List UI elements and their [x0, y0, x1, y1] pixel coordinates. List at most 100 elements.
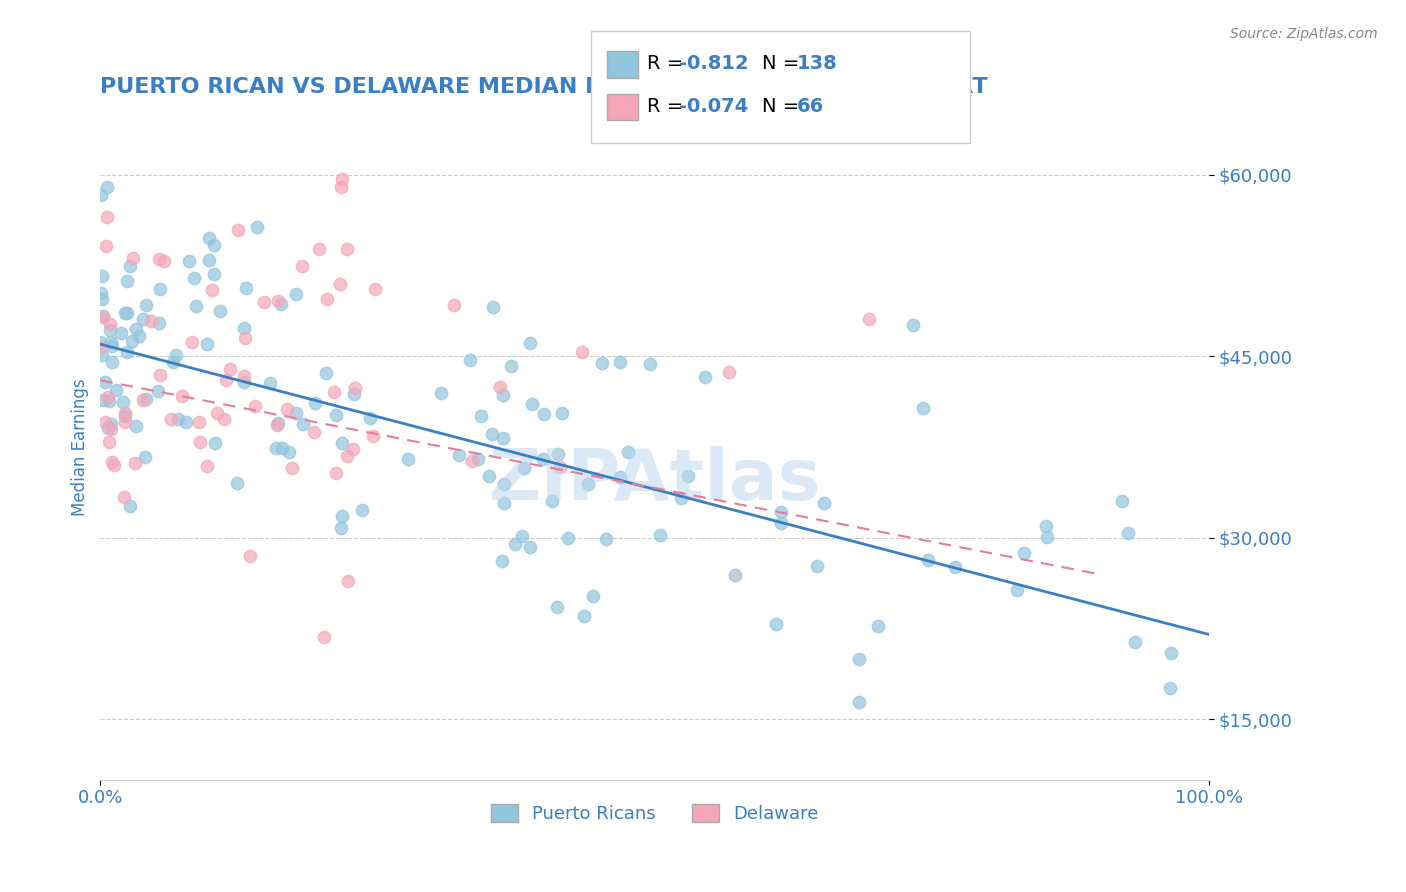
- Point: [492, 476, 515, 491]
- Point: [478, 468, 501, 483]
- Point: [205, 406, 228, 420]
- Point: [330, 171, 353, 186]
- Point: [582, 589, 605, 603]
- Point: [548, 460, 571, 475]
- Point: [120, 259, 142, 273]
- Point: [100, 422, 122, 436]
- Point: [97, 420, 120, 434]
- Point: [551, 406, 574, 420]
- Point: [501, 359, 523, 373]
- Point: [97, 390, 120, 404]
- Point: [135, 298, 157, 312]
- Point: [160, 412, 183, 426]
- Point: [343, 387, 366, 401]
- Point: [595, 533, 617, 547]
- Point: [917, 553, 939, 567]
- Point: [208, 303, 231, 318]
- Point: [281, 461, 304, 475]
- Point: [277, 445, 299, 459]
- Point: [285, 406, 308, 420]
- Point: [291, 259, 314, 273]
- Point: [520, 397, 543, 411]
- Point: [91, 293, 114, 307]
- Point: [312, 630, 335, 644]
- Point: [336, 449, 359, 463]
- Point: [188, 415, 211, 429]
- Point: [176, 415, 198, 429]
- Point: [101, 339, 124, 353]
- Point: [115, 306, 138, 320]
- Point: [330, 179, 353, 194]
- Point: [148, 316, 170, 330]
- Text: -0.074: -0.074: [679, 96, 748, 116]
- Point: [943, 559, 966, 574]
- Point: [235, 281, 257, 295]
- Point: [492, 388, 515, 402]
- Point: [117, 274, 139, 288]
- Point: [180, 335, 202, 350]
- Point: [765, 616, 787, 631]
- Point: [330, 509, 353, 524]
- Point: [308, 242, 330, 256]
- Point: [96, 179, 118, 194]
- Point: [270, 442, 292, 456]
- Text: N =: N =: [762, 96, 806, 116]
- Legend: Puerto Ricans, Delaware: Puerto Ricans, Delaware: [484, 797, 825, 830]
- Point: [114, 409, 136, 423]
- Point: [195, 337, 218, 351]
- Point: [330, 436, 353, 450]
- Point: [90, 340, 112, 354]
- Point: [467, 451, 489, 466]
- Point: [114, 415, 136, 429]
- Point: [98, 434, 121, 449]
- Point: [110, 326, 132, 340]
- Point: [131, 392, 153, 407]
- Point: [98, 393, 121, 408]
- Point: [491, 554, 513, 568]
- Point: [336, 242, 359, 256]
- Point: [513, 461, 536, 475]
- Point: [609, 470, 631, 484]
- Point: [447, 448, 470, 462]
- Text: R =: R =: [647, 54, 689, 73]
- Point: [1125, 635, 1147, 649]
- Point: [650, 528, 672, 542]
- Point: [112, 395, 135, 409]
- Point: [481, 426, 503, 441]
- Point: [519, 540, 541, 554]
- Point: [363, 282, 385, 296]
- Point: [492, 496, 515, 510]
- Point: [90, 285, 112, 300]
- Point: [146, 384, 169, 399]
- Point: [166, 412, 188, 426]
- Point: [259, 376, 281, 391]
- Point: [139, 314, 162, 328]
- Point: [201, 283, 224, 297]
- Point: [724, 568, 747, 582]
- Point: [246, 220, 269, 235]
- Point: [547, 447, 569, 461]
- Point: [461, 453, 484, 467]
- Point: [806, 558, 828, 573]
- Point: [132, 312, 155, 326]
- Point: [491, 431, 513, 445]
- Point: [170, 389, 193, 403]
- Text: R =: R =: [647, 96, 689, 116]
- Point: [430, 386, 453, 401]
- Point: [695, 369, 717, 384]
- Point: [94, 375, 117, 389]
- Point: [866, 619, 889, 633]
- Text: Source: ZipAtlas.com: Source: ZipAtlas.com: [1230, 27, 1378, 41]
- Point: [329, 277, 352, 292]
- Point: [162, 355, 184, 369]
- Point: [350, 503, 373, 517]
- Point: [198, 253, 221, 268]
- Point: [572, 608, 595, 623]
- Point: [617, 444, 640, 458]
- Point: [184, 299, 207, 313]
- Point: [226, 223, 249, 237]
- Point: [91, 268, 114, 283]
- Point: [638, 357, 661, 371]
- Point: [1159, 681, 1181, 695]
- Point: [343, 381, 366, 395]
